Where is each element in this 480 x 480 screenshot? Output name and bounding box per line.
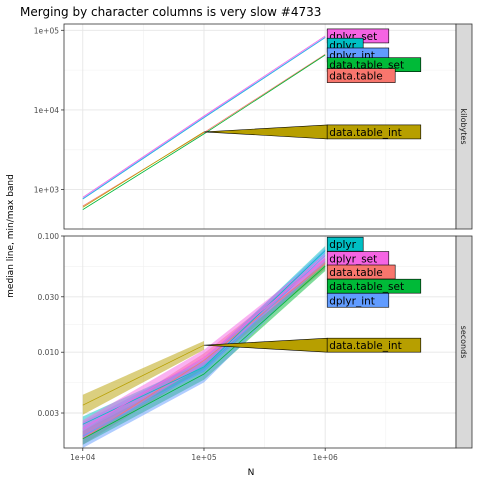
label-text-data.table_int: data.table_int bbox=[329, 340, 402, 352]
line-data.table_int bbox=[82, 344, 205, 406]
line-data.table bbox=[82, 53, 326, 207]
x-tick-label: 1e+04 bbox=[70, 453, 95, 462]
label-text-data.table_int: data.table_int bbox=[329, 127, 402, 139]
label-box-dplyr bbox=[326, 236, 364, 252]
panel-kilobytes: dplyr_setdplyrdplyr_intdata.table_setdat… bbox=[34, 23, 473, 230]
y-axis-label: median line, min/max band bbox=[6, 174, 16, 298]
line-dplyr_int bbox=[82, 36, 326, 199]
y-tick-label: 0.100 bbox=[38, 232, 60, 241]
y-tick-label: 1e+04 bbox=[34, 106, 59, 115]
label-box-data.table bbox=[326, 68, 396, 83]
label-box-data.table_int bbox=[326, 337, 422, 353]
line-dplyr_set bbox=[82, 35, 326, 198]
facet-strip bbox=[455, 235, 473, 449]
facet-strip-label: seconds bbox=[459, 326, 468, 359]
label-text-data.table: data.table bbox=[329, 267, 383, 279]
label-box-data.table_int bbox=[326, 124, 422, 140]
y-tick-label: 0.010 bbox=[38, 348, 60, 357]
label-text-data.table: data.table bbox=[329, 71, 383, 83]
line-data.table bbox=[82, 263, 326, 440]
y-tick-label: 1e+05 bbox=[34, 26, 59, 35]
x-tick-label: 1e+05 bbox=[191, 453, 216, 462]
line-dplyr_int bbox=[82, 255, 326, 437]
x-tick-label: 1e+06 bbox=[313, 453, 338, 462]
line-data.table_set bbox=[82, 265, 326, 440]
y-tick-label: 1e+03 bbox=[34, 186, 59, 195]
facet-strip bbox=[455, 23, 473, 230]
label-text-data.table_set: data.table_set bbox=[329, 281, 404, 293]
label-box-dplyr_int bbox=[326, 292, 390, 308]
label-text-dplyr_int: dplyr_int bbox=[329, 295, 375, 307]
x-axis-label: N bbox=[248, 468, 255, 478]
band-data.table_int bbox=[82, 341, 204, 415]
y-tick-label: 0.030 bbox=[38, 293, 60, 302]
label-text-dplyr_set: dplyr_set bbox=[329, 254, 377, 266]
band-dplyr_set bbox=[82, 254, 326, 439]
y-tick-label: 0.003 bbox=[38, 409, 60, 418]
chart-title: Merging by character columns is very slo… bbox=[20, 5, 321, 19]
label-text-dplyr: dplyr bbox=[329, 239, 356, 251]
line-dplyr_set bbox=[82, 258, 326, 430]
facet-strip-label: kilobytes bbox=[459, 108, 468, 144]
line-data.table_set bbox=[82, 54, 326, 210]
line-data.table_int bbox=[82, 131, 205, 208]
